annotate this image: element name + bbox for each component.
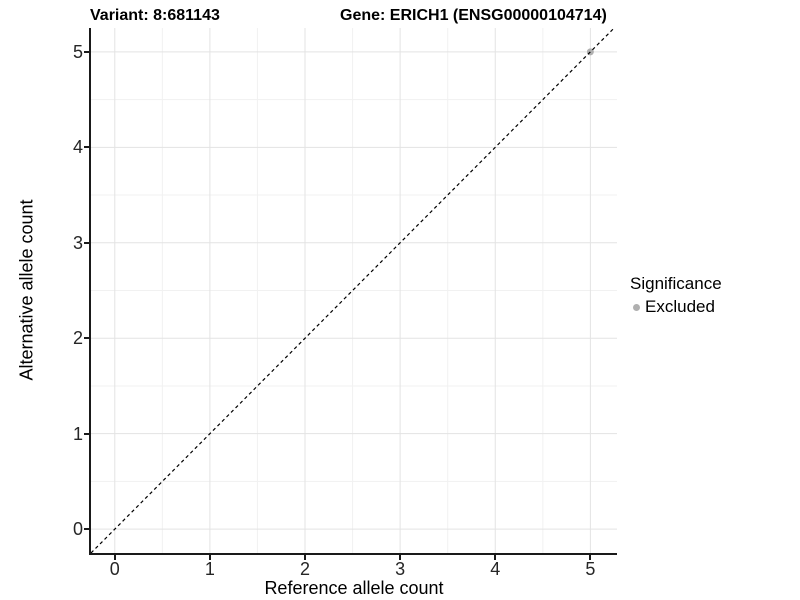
y-axis-tick — [84, 337, 89, 340]
x-axis-tick-label: 1 — [204, 559, 215, 579]
legend-item-label: Excluded — [645, 297, 715, 316]
y-axis-tick-label: 4 — [72, 137, 83, 158]
x-axis-tick — [208, 555, 211, 560]
x-axis-title: Reference allele count — [264, 578, 444, 598]
x-axis-tick-label: 0 — [109, 559, 120, 579]
x-axis-tick — [304, 555, 306, 560]
y-axis-tick-label: 5 — [72, 41, 83, 62]
plot-canvas — [91, 28, 617, 553]
x-axis-tick-label: 2 — [299, 559, 310, 579]
y-axis-title: Alternative allele count — [16, 199, 37, 381]
y-axis-tick — [84, 146, 89, 149]
y-axis-tick — [84, 528, 89, 531]
y-axis-tick-label: 0 — [72, 519, 83, 540]
legend: Significance Excluded — [630, 274, 722, 317]
legend-key-dot-icon — [633, 303, 640, 311]
y-axis-tick-label: 2 — [72, 328, 83, 349]
x-axis-tick — [399, 555, 402, 560]
plot-panel — [89, 28, 617, 555]
y-axis-tick — [84, 241, 89, 244]
x-axis-tick-label: 3 — [395, 559, 406, 579]
plot-title-variant: Variant: 8:681143 — [90, 7, 220, 24]
legend-item: Excluded — [633, 297, 722, 317]
x-axis-tick — [113, 555, 116, 560]
y-axis-tick-label: 3 — [72, 232, 83, 253]
y-axis-tick-label: 1 — [72, 423, 83, 444]
x-axis-tick-label: 4 — [490, 559, 501, 579]
x-axis-tick-label: 5 — [585, 559, 596, 579]
y-axis-tick — [84, 50, 89, 53]
x-axis-tick — [494, 555, 497, 560]
legend-title: Significance — [630, 274, 722, 293]
identity-dashed-line — [91, 28, 615, 553]
y-axis-tick — [84, 432, 89, 435]
legend-items: Excluded — [630, 297, 722, 317]
x-axis-tick — [589, 555, 592, 560]
plot-title-gene: Gene: ERICH1 (ENSG00000104714) — [340, 7, 607, 24]
